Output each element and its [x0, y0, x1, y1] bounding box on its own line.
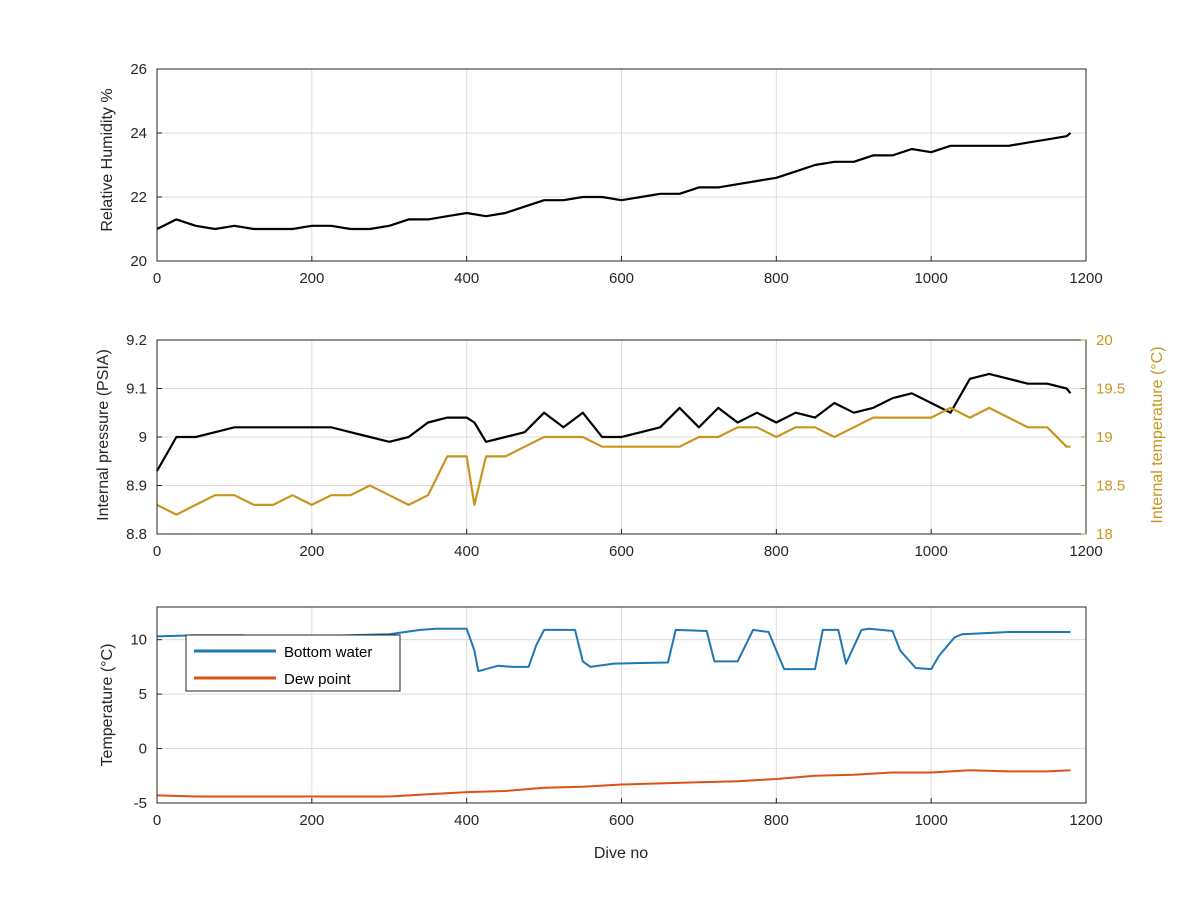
humidity-panel: 0 200 400 600 800 1000 1200 20 22 24 26 Relative H…	[99, 61, 1103, 287]
legend-label-bottom-water: Bottom water	[284, 644, 372, 661]
temperature-xtick-label-4: 800	[764, 812, 789, 829]
temperature-plot-area: 0 200 400 600 800 1000 1200 -5 0 5 10	[130, 606, 1103, 829]
temperature-xtick-label-0: 0	[153, 812, 161, 829]
pressure-series	[156, 372, 1072, 472]
pressure-ytick-right-label-0: 18	[1096, 526, 1113, 543]
pressure-ytick-label-4: 9.2	[126, 332, 147, 349]
pressure-ytick-label-1: 8.9	[126, 478, 147, 495]
internal-temperature-ylabel: Internal temperature (°C)	[1149, 346, 1166, 523]
temperature-ytick-label-3: 10	[130, 632, 147, 649]
legend-label-dew-point: Dew point	[284, 671, 352, 688]
pressure-xtick-label-1: 200	[299, 543, 324, 560]
humidity-ytick-label-3: 26	[130, 61, 147, 78]
pressure-temperature-panel: 0 200 400 600 800 1000 1200 8.8 8.9 9 9.1 9.2 18 18.5…	[95, 332, 1166, 560]
pressure-xtick-label-4: 800	[764, 543, 789, 560]
humidity-series	[156, 132, 1072, 231]
pressure-ytick-right-label-1: 18.5	[1096, 478, 1125, 495]
humidity-ytick-label-2: 24	[130, 125, 147, 142]
humidity-ytick-label-0: 20	[130, 253, 147, 270]
humidity-ylabel: Relative Humidity %	[99, 88, 116, 231]
pressure-xtick-label-0: 0	[153, 543, 161, 560]
humidity-ytick-label-1: 22	[130, 189, 147, 206]
humidity-xtick-label-2: 400	[454, 270, 479, 287]
temperature-panel: 0 200 400 600 800 1000 1200 -5 0 5 10 Temperature …	[99, 606, 1103, 862]
dive-no-xlabel: Dive no	[594, 845, 648, 862]
pressure-xtick-label-3: 600	[609, 543, 634, 560]
temperature-xtick-label-3: 600	[609, 812, 634, 829]
temperature-xtick-label-1: 200	[299, 812, 324, 829]
dew-point-series	[156, 769, 1071, 798]
pressure-xtick-label-2: 400	[454, 543, 479, 560]
humidity-plot-area: 0 200 400 600 800 1000 1200 20 22 24 26	[130, 61, 1102, 287]
humidity-xtick-label-6: 1200	[1069, 270, 1102, 287]
temperature-ytick-label-1: 0	[139, 741, 147, 758]
pressure-xtick-label-5: 1000	[914, 543, 947, 560]
pressure-ytick-right-label-3: 19.5	[1096, 381, 1125, 398]
pressure-ytick-label-2: 9	[139, 429, 147, 446]
humidity-xtick-label-0: 0	[153, 270, 161, 287]
humidity-xtick-label-1: 200	[299, 270, 324, 287]
bottom-water-series	[156, 627, 1071, 673]
pressure-ytick-right-label-4: 20	[1096, 332, 1113, 349]
pressure-xtick-label-6: 1200	[1069, 543, 1102, 560]
temperature-xtick-label-6: 1200	[1069, 812, 1102, 829]
temperature-xtick-label-2: 400	[454, 812, 479, 829]
temperature-ytick-label-2: 5	[139, 686, 147, 703]
legend-box	[185, 634, 401, 692]
pressure-plot-area: 0 200 400 600 800 1000 1200 8.8 8.9 9 9.1 9.2 18 18.5…	[126, 332, 1125, 560]
pressure-ytick-label-0: 8.8	[126, 526, 147, 543]
pressure-ylabel: Internal pressure (PSIA)	[95, 349, 112, 521]
temperature-ytick-label-0: -5	[134, 795, 147, 812]
humidity-xtick-label-4: 800	[764, 270, 789, 287]
internal-temperature-series	[156, 406, 1071, 516]
pressure-ytick-right-label-2: 19	[1096, 429, 1113, 446]
pressure-ytick-label-3: 9.1	[126, 381, 147, 398]
legend: Bottom water Dew point	[185, 634, 401, 692]
temperature-xtick-label-5: 1000	[914, 812, 947, 829]
temperature-ylabel: Temperature (°C)	[99, 644, 116, 767]
humidity-xtick-label-3: 600	[609, 270, 634, 287]
humidity-xtick-label-5: 1000	[914, 270, 947, 287]
